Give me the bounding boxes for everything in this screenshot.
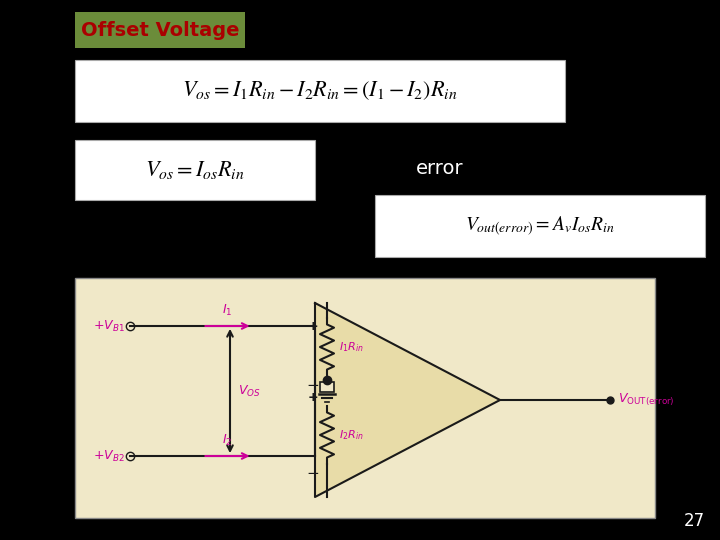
FancyBboxPatch shape (320, 382, 334, 392)
Text: $+V_{B2}$: $+V_{B2}$ (94, 448, 125, 463)
Text: −: − (307, 466, 320, 481)
Text: error: error (416, 159, 464, 178)
Polygon shape (315, 303, 500, 497)
Text: 27: 27 (684, 512, 705, 530)
FancyBboxPatch shape (75, 140, 315, 200)
FancyBboxPatch shape (75, 12, 245, 48)
Text: +: + (307, 320, 318, 333)
Text: $I_1R_{in}$: $I_1R_{in}$ (339, 340, 364, 354)
FancyBboxPatch shape (75, 278, 655, 518)
Text: $V_{out(error)} = A_vI_{os}R_{in}$: $V_{out(error)} = A_vI_{os}R_{in}$ (465, 214, 615, 238)
Text: $I_2R_{in}$: $I_2R_{in}$ (339, 428, 364, 442)
Text: $I_1$: $I_1$ (222, 303, 233, 318)
Text: +: + (307, 391, 318, 404)
Text: $V_{os} = I_{os}R_{in}$: $V_{os} = I_{os}R_{in}$ (145, 159, 245, 181)
Text: $I_2$: $I_2$ (222, 433, 233, 448)
FancyBboxPatch shape (75, 60, 565, 122)
Text: $V_{os} = I_1R_{in} - I_2R_{in} = (I_1 - I_2)R_{in}$: $V_{os} = I_1R_{in} - I_2R_{in} = (I_1 -… (182, 80, 458, 103)
Text: $+V_{B1}$: $+V_{B1}$ (93, 319, 125, 334)
Text: $V_{\mathrm{OUT(error)}}$: $V_{\mathrm{OUT(error)}}$ (618, 392, 675, 408)
Text: Offset Voltage: Offset Voltage (81, 21, 239, 39)
Text: −: − (307, 378, 320, 393)
Text: $V_{OS}$: $V_{OS}$ (238, 383, 261, 399)
FancyBboxPatch shape (375, 195, 705, 257)
